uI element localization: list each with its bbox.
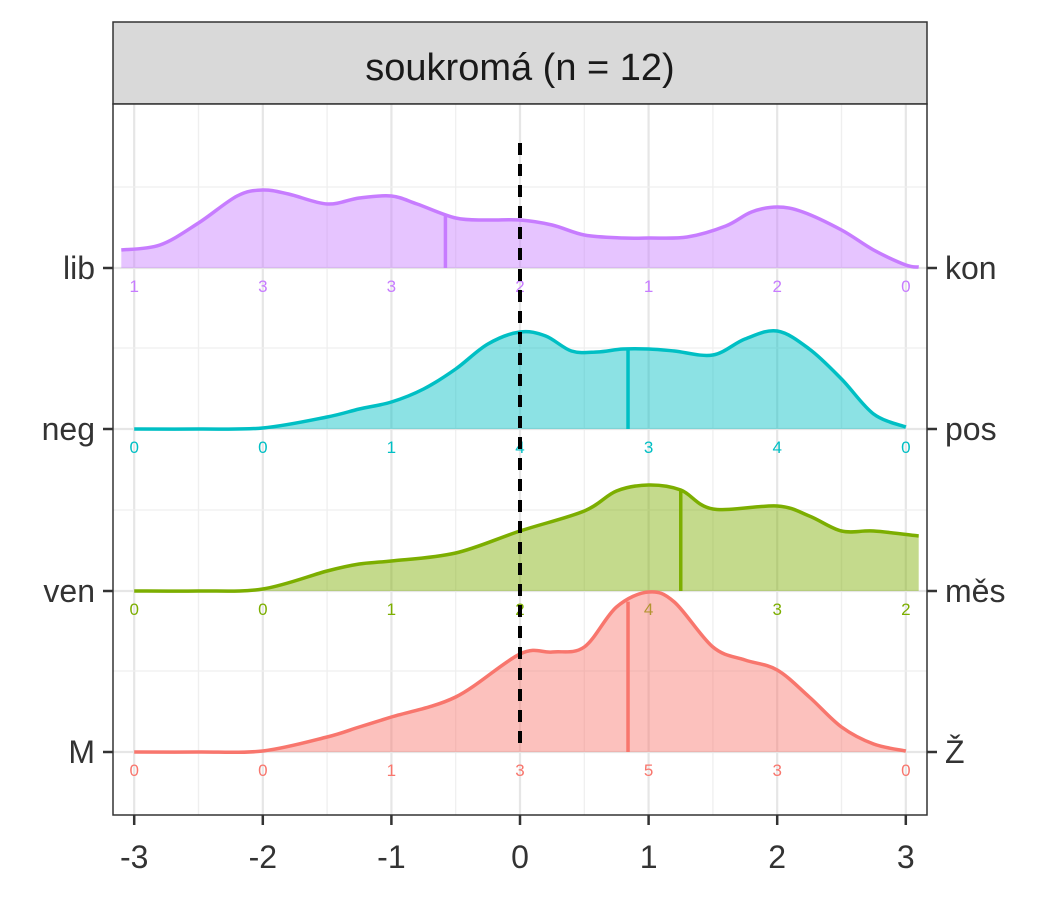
ridge-line bbox=[134, 590, 907, 755]
left-axis-label: ven bbox=[43, 573, 95, 609]
count-label: 3 bbox=[387, 277, 396, 296]
count-label: 2 bbox=[901, 600, 910, 619]
count-label: 0 bbox=[129, 761, 138, 780]
count-label: 4 bbox=[644, 600, 653, 619]
count-label: 5 bbox=[644, 761, 653, 780]
right-axis-label: Ž bbox=[945, 734, 965, 770]
count-label: 0 bbox=[901, 761, 910, 780]
ridge-area bbox=[134, 484, 919, 592]
right-axis-label: kon bbox=[945, 250, 997, 286]
left-axis-label: lib bbox=[63, 250, 95, 286]
count-label: 0 bbox=[258, 438, 267, 457]
count-label: 3 bbox=[772, 600, 781, 619]
x-tick-label: 1 bbox=[640, 839, 658, 875]
count-label: 1 bbox=[387, 438, 396, 457]
left-axis-label: M bbox=[68, 734, 95, 770]
ridge-series: 0012432 bbox=[129, 483, 919, 619]
x-tick-label: -3 bbox=[120, 839, 148, 875]
count-label: 1 bbox=[387, 761, 396, 780]
right-axis-label: pos bbox=[945, 411, 997, 447]
count-label: 0 bbox=[258, 600, 267, 619]
count-label: 0 bbox=[901, 438, 910, 457]
left-axis-label: neg bbox=[42, 411, 95, 447]
count-label: 0 bbox=[129, 438, 138, 457]
count-label: 3 bbox=[644, 438, 653, 457]
count-label: 1 bbox=[129, 277, 138, 296]
facet-title: soukromá (n = 12) bbox=[365, 47, 674, 89]
x-tick-label: -2 bbox=[249, 839, 277, 875]
count-label: 3 bbox=[772, 761, 781, 780]
count-label: 0 bbox=[258, 761, 267, 780]
count-label: 2 bbox=[772, 277, 781, 296]
count-label: 0 bbox=[129, 600, 138, 619]
right-axis-label: měs bbox=[945, 573, 1005, 609]
ridge-line bbox=[134, 328, 907, 431]
ridge-line bbox=[134, 483, 919, 593]
axis-layer: lib kon neg pos ven měs M Ž -3 -2 -1 0 1 2 3 bbox=[42, 250, 1006, 875]
facet-strip bbox=[112, 21, 928, 105]
count-label: 4 bbox=[772, 438, 781, 457]
count-label: 1 bbox=[644, 277, 653, 296]
count-label: 0 bbox=[901, 277, 910, 296]
count-label: 3 bbox=[515, 761, 524, 780]
ridge-line bbox=[121, 188, 919, 269]
count-label: 1 bbox=[387, 600, 396, 619]
x-tick-label: 0 bbox=[511, 839, 529, 875]
x-tick-label: -1 bbox=[377, 839, 405, 875]
x-tick-label: 2 bbox=[768, 839, 786, 875]
count-label: 3 bbox=[258, 277, 267, 296]
count-label: 2 bbox=[515, 277, 524, 296]
x-tick-label: 3 bbox=[897, 839, 915, 875]
